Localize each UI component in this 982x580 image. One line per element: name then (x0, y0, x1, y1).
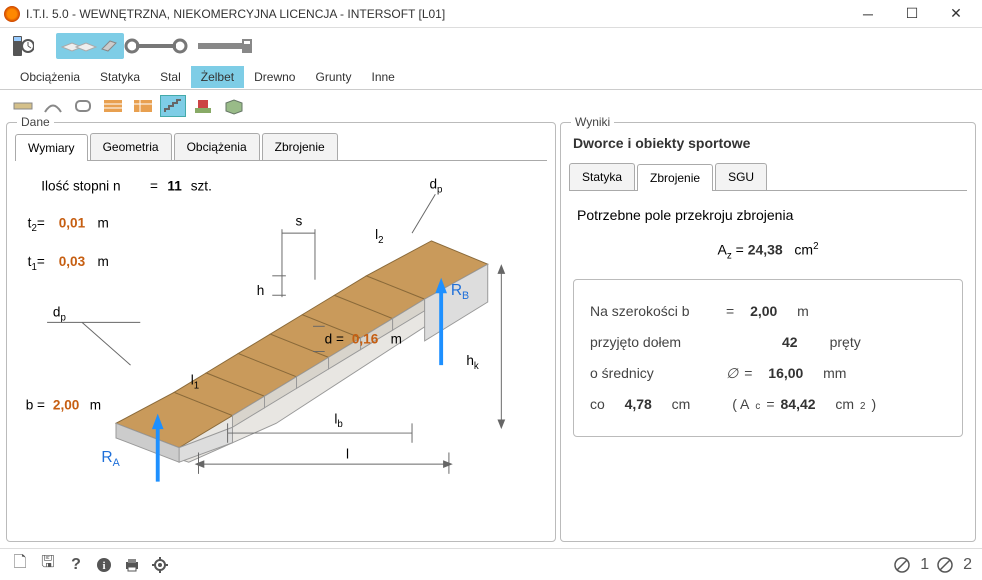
steps-label: Ilość stopni n (41, 178, 120, 193)
t2-unit: m (98, 215, 109, 230)
tab-zbrojenie[interactable]: Zbrojenie (262, 133, 338, 160)
t1-val: 0,03 (59, 254, 86, 269)
menu-obciazenia[interactable]: Obciążenia (10, 66, 90, 88)
pipe-wrench-icon[interactable] (194, 33, 264, 59)
b-val: 2,00 (53, 398, 79, 413)
wall1-icon[interactable] (100, 95, 126, 117)
menu-zelbet[interactable]: Żelbet (191, 66, 244, 88)
arch-icon[interactable] (40, 95, 66, 117)
RA-label: RA (101, 449, 120, 469)
beam-icon[interactable] (10, 95, 36, 117)
result-headline: Potrzebne pole przekroju zbrojenia (573, 199, 963, 231)
t2-val: 0,01 (59, 215, 86, 230)
stair-shape (116, 241, 488, 462)
status-count-2: 2 (963, 556, 972, 574)
t1-unit: m (98, 254, 109, 269)
tab-geometria[interactable]: Geometria (90, 133, 172, 160)
tab-sgu[interactable]: SGU (715, 163, 767, 190)
wrench-icon[interactable] (124, 33, 194, 59)
dp2-label: dp (429, 176, 442, 195)
menu-inne[interactable]: Inne (362, 66, 405, 88)
close-button[interactable]: ✕ (934, 0, 978, 28)
main-toolbar (0, 28, 982, 64)
b-label: b = (26, 398, 45, 413)
wall2-icon[interactable] (130, 95, 156, 117)
section-icon[interactable] (70, 95, 96, 117)
warning2-icon[interactable] (935, 555, 955, 575)
l-label: l (346, 446, 349, 461)
menu-drewno[interactable]: Drewno (244, 66, 305, 88)
result-heading: Dworce i obiekty sportowe (573, 135, 967, 151)
menu-stal[interactable]: Stal (150, 66, 191, 88)
tab-wymiary[interactable]: Wymiary (15, 134, 88, 161)
result-content: Potrzebne pole przekroju zbrojenia Az = … (569, 191, 967, 445)
new-icon[interactable]: 🗋 (10, 555, 30, 575)
help-icon[interactable]: ? (66, 555, 86, 575)
settings-icon[interactable] (150, 555, 170, 575)
status-count-1: 1 (920, 556, 929, 574)
sub-toolbar (0, 90, 982, 122)
right-panel: Wyniki Dworce i obiekty sportowe Statyka… (560, 122, 976, 542)
menu-statyka[interactable]: Statyka (90, 66, 150, 88)
t2-label: t2= (28, 215, 45, 234)
steps-eq: = (150, 178, 158, 193)
tab-zbrojenie-result[interactable]: Zbrojenie (637, 164, 713, 191)
tab-statyka[interactable]: Statyka (569, 163, 635, 190)
stair-diagram: Ilość stopni n = 11 szt. dp t2= 0,01 m t… (15, 161, 547, 511)
s-label: s (296, 213, 303, 228)
dp-label: dp (53, 305, 66, 324)
save-icon[interactable]: 🖫 (38, 555, 58, 575)
d-unit: m (391, 332, 402, 347)
t1-label: t1= (28, 254, 45, 273)
statusbar: 🗋 🖫 ? i 1 2 (0, 548, 982, 580)
d-val: 0,16 (352, 332, 379, 347)
steps-value: 11 (167, 178, 182, 193)
result-box: Na szerokości b = 2,00 m przyjęto dołem … (573, 279, 963, 436)
menubar: Obciążenia Statyka Stal Żelbet Drewno Gr… (0, 64, 982, 90)
maximize-button[interactable]: ☐ (890, 0, 934, 28)
minimize-button[interactable]: ─ (846, 0, 890, 28)
block-icon[interactable] (220, 95, 246, 117)
window-controls: ─ ☐ ✕ (846, 0, 978, 28)
az-line: Az = 24,38 cm2 (573, 231, 963, 271)
print-icon[interactable] (122, 555, 142, 575)
right-panel-title: Wyniki (571, 115, 614, 129)
menu-grunty[interactable]: Grunty (305, 66, 361, 88)
concrete-group-icon[interactable] (56, 33, 124, 59)
l2-label: l2 (375, 227, 383, 246)
window-title: I.T.I. 5.0 - WEWNĘTRZNA, NIEKOMERCYJNA L… (26, 7, 846, 21)
main-content: Dane Wymiary Geometria Obciążenia Zbroje… (0, 122, 982, 542)
b-unit: m (90, 398, 101, 413)
right-tabs: Statyka Zbrojenie SGU (569, 163, 967, 191)
left-tabs: Wymiary Geometria Obciążenia Zbrojenie (15, 133, 547, 161)
warning1-icon[interactable] (892, 555, 912, 575)
titlebar: I.T.I. 5.0 - WEWNĘTRZNA, NIEKOMERCYJNA L… (0, 0, 982, 28)
info-icon[interactable]: i (94, 555, 114, 575)
steps-unit: szt. (191, 178, 212, 193)
lb-label: lb (334, 411, 342, 430)
svg-text:i: i (102, 560, 105, 572)
hk-label: hk (466, 353, 479, 372)
h-label: h (257, 283, 265, 298)
left-panel: Dane Wymiary Geometria Obciążenia Zbroje… (6, 122, 556, 542)
stairs-icon[interactable] (160, 95, 186, 117)
left-panel-title: Dane (17, 115, 54, 129)
app-icon (4, 6, 20, 22)
tab-obciazenia[interactable]: Obciążenia (174, 133, 260, 160)
calculator-icon[interactable] (10, 33, 36, 59)
foundation-icon[interactable] (190, 95, 216, 117)
d-label: d = (325, 332, 344, 347)
